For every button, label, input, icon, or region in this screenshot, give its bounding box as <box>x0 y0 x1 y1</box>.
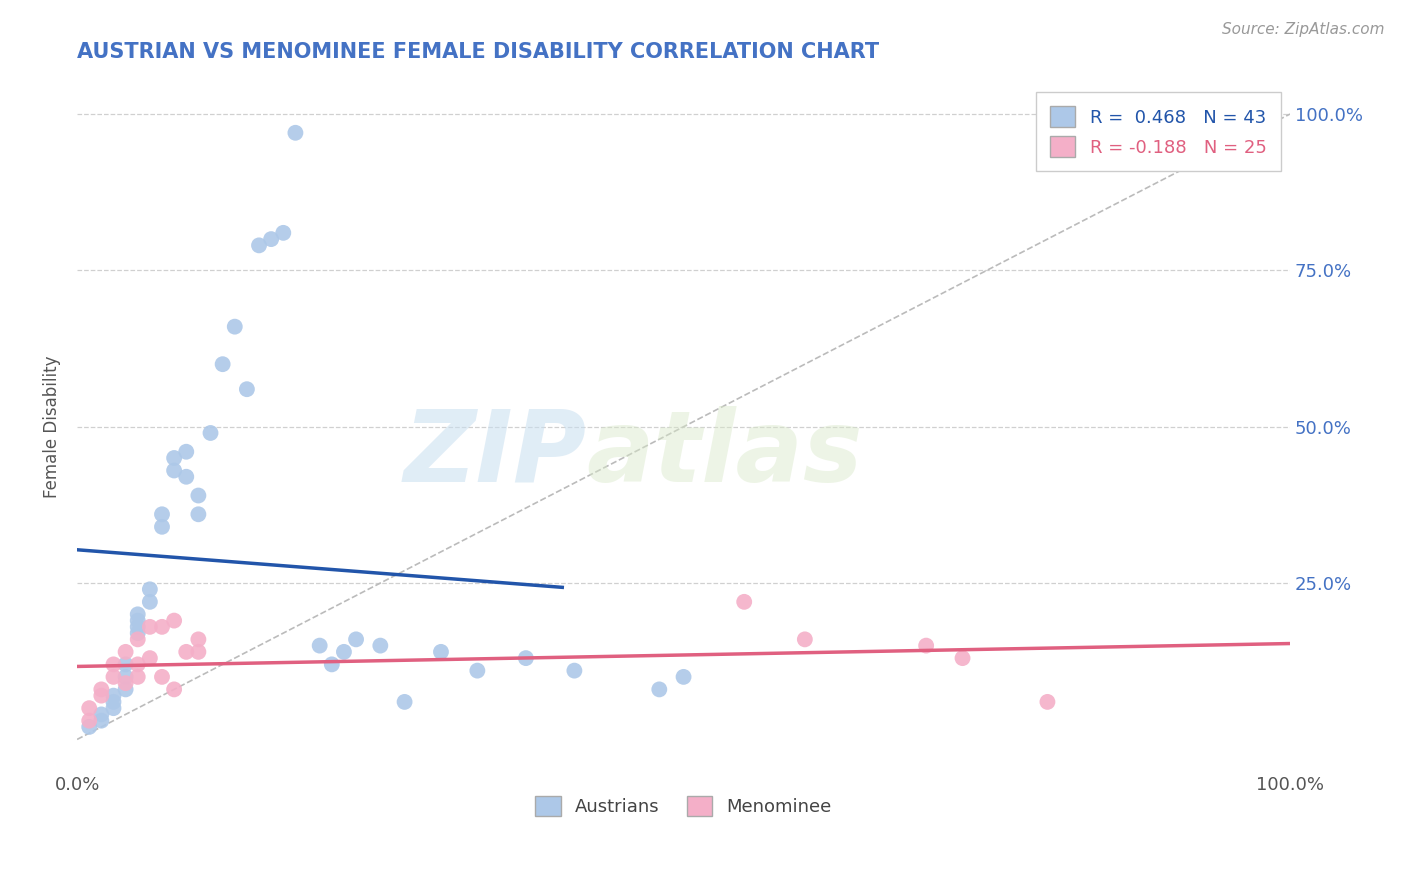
Point <box>103 695 125 709</box>
Point <box>114 657 136 672</box>
Point <box>90 689 112 703</box>
Text: Source: ZipAtlas.com: Source: ZipAtlas.com <box>1222 22 1385 37</box>
Point <box>564 664 586 678</box>
Point <box>344 632 367 647</box>
Point <box>430 645 453 659</box>
Point <box>648 682 671 697</box>
Point <box>174 645 197 659</box>
Point <box>224 319 246 334</box>
Point <box>114 682 136 697</box>
Point <box>77 720 100 734</box>
Point <box>915 639 938 653</box>
Point <box>370 639 392 653</box>
Point <box>260 232 283 246</box>
Point <box>163 614 186 628</box>
Point <box>127 670 149 684</box>
Point <box>103 670 125 684</box>
Point <box>139 582 162 597</box>
Point <box>321 657 343 672</box>
Text: atlas: atlas <box>586 406 863 503</box>
Point <box>163 450 186 465</box>
Point <box>150 508 173 522</box>
Point <box>139 595 162 609</box>
Point <box>103 657 125 672</box>
Point <box>77 701 100 715</box>
Point <box>308 639 330 653</box>
Text: AUSTRIAN VS MENOMINEE FEMALE DISABILITY CORRELATION CHART: AUSTRIAN VS MENOMINEE FEMALE DISABILITY … <box>77 42 879 62</box>
Point <box>139 620 162 634</box>
Point <box>247 238 270 252</box>
Point <box>90 707 112 722</box>
Point <box>127 657 149 672</box>
Point <box>672 670 695 684</box>
Point <box>90 714 112 728</box>
Point <box>333 645 356 659</box>
Point <box>127 607 149 622</box>
Point <box>103 701 125 715</box>
Text: ZIP: ZIP <box>404 406 586 503</box>
Point <box>77 714 100 728</box>
Point <box>952 651 974 665</box>
Point <box>163 682 186 697</box>
Point <box>103 689 125 703</box>
Point <box>793 632 815 647</box>
Point <box>114 676 136 690</box>
Point <box>236 382 259 396</box>
Point <box>127 632 149 647</box>
Point <box>187 508 209 522</box>
Point <box>139 651 162 665</box>
Point <box>187 632 209 647</box>
Point <box>90 682 112 697</box>
Point <box>515 651 537 665</box>
Y-axis label: Female Disability: Female Disability <box>44 356 60 498</box>
Point <box>127 614 149 628</box>
Point <box>271 226 294 240</box>
Point <box>163 463 186 477</box>
Point <box>127 626 149 640</box>
Point <box>114 670 136 684</box>
Point <box>174 469 197 483</box>
Point <box>150 670 173 684</box>
Point <box>733 595 755 609</box>
Point <box>394 695 416 709</box>
Point <box>187 645 209 659</box>
Point <box>150 520 173 534</box>
Point <box>114 645 136 659</box>
Point <box>200 425 222 440</box>
Point <box>467 664 489 678</box>
Point <box>174 444 197 458</box>
Legend: Austrians, Menominee: Austrians, Menominee <box>529 789 839 823</box>
Point <box>1036 695 1059 709</box>
Point <box>211 357 233 371</box>
Point <box>284 126 307 140</box>
Point <box>127 620 149 634</box>
Point <box>187 489 209 503</box>
Point <box>150 620 173 634</box>
